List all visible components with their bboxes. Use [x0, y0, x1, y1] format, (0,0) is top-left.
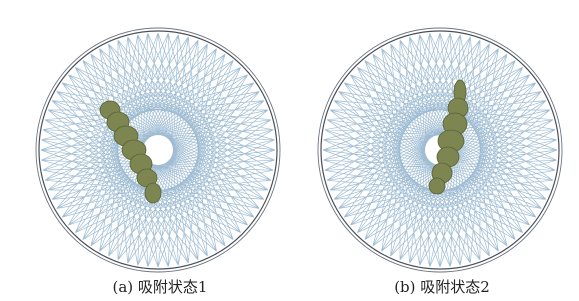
caption: (a) 吸附状态1 [113, 278, 208, 296]
figure: (a) 吸附状态1 (b) 吸附状态2 [0, 0, 579, 301]
blob [145, 183, 161, 203]
wheels [36, 28, 562, 272]
spokes [41, 33, 275, 267]
page: (a) 吸附状态1 (b) 吸附状态2 (() => { const data … [0, 0, 579, 301]
blob [429, 178, 445, 194]
caption: (b) 吸附状态2 [394, 278, 490, 296]
rim-outer [36, 28, 280, 272]
rim [39, 31, 277, 269]
